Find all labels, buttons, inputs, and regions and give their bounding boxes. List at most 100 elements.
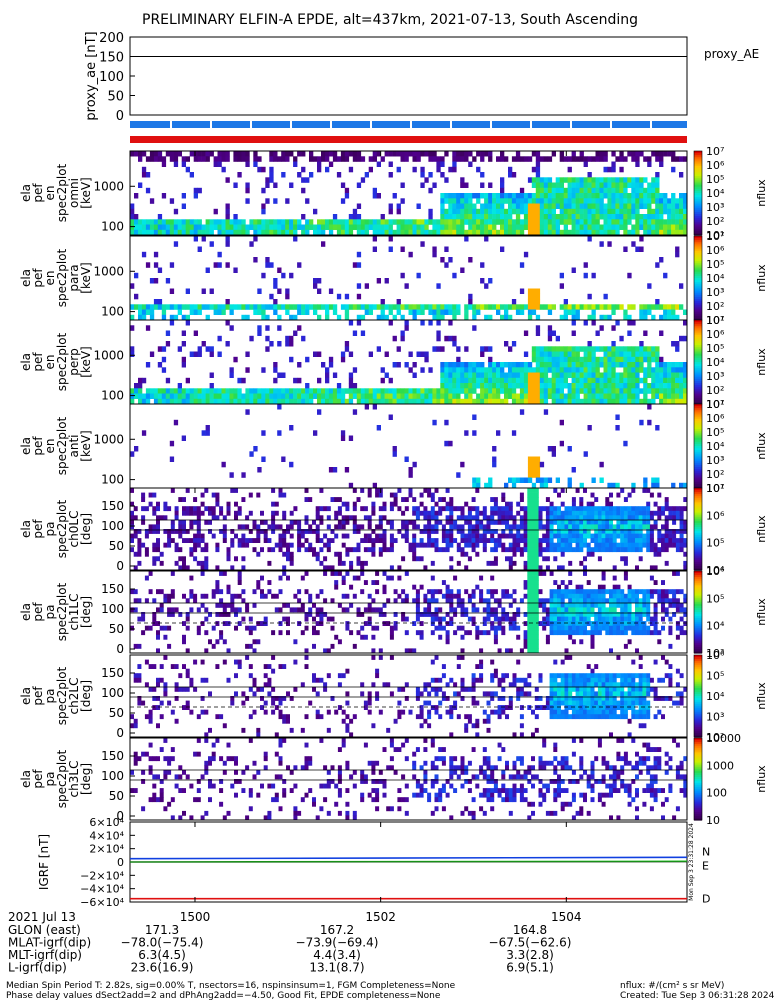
spectrogram-colorbar-segment [694,197,702,200]
pitch-angle-pixel [337,560,342,566]
pitch-angle-pixel [512,589,517,595]
spectrogram-colorbar-segment [694,372,702,376]
pitch-angle-pixel [493,547,498,553]
pitch-angle-pixel [367,519,372,525]
spectrogram-pixel [559,193,564,199]
spectrogram-pixel [432,309,437,315]
spectrogram-pixel [603,388,608,394]
spectrogram-pixel [273,304,278,310]
pitch-angle-pixel [363,547,368,553]
spectrogram-pixel [543,214,549,220]
pitch-angle-pixel [553,607,558,613]
spectrogram-pixel [404,151,409,157]
spectrogram-pixel [647,187,652,194]
spectrogram-pixel [655,299,660,305]
spectrogram-pixel [523,156,529,162]
spectrogram-pixel [535,151,541,157]
spectrogram-pixel [647,367,652,373]
pitch-angle-pixel [531,575,535,581]
spectrogram-pixel [623,351,628,357]
spectrogram-pixel [515,309,521,315]
pitch-angle-pixel [497,519,502,525]
spectrogram-pixel [309,151,314,157]
pitch-angle-pixel [531,533,535,539]
pitch-angle-pixel [549,510,554,516]
spectrogram-pixel [559,304,564,310]
spectrogram-pixel [372,229,377,236]
spectrogram-pixel [285,309,290,315]
pitch-angle-pixel [553,529,558,534]
pitch-angle-pixel [527,621,532,626]
spectrogram-pixel [217,351,222,357]
pitch-angle-pixel [248,510,253,516]
pitch-angle-pixel [167,625,172,631]
pitch-angle-pixel [282,602,287,608]
spectrogram-pixel [356,203,362,209]
pitch-angle-pixel [512,625,517,631]
pitch-angle-pixel [152,529,157,534]
pitch-angle-pixel [193,598,198,604]
pitch-angle-pixel [493,529,498,534]
pitch-angle-pixel [189,524,194,530]
pitch-angle-pixel [623,556,628,562]
pitch-angle-pixel [679,533,684,539]
spectrogram-pixel [372,193,377,199]
spectrogram-pixel [631,193,636,199]
pitch-angle-colorbar-segment [694,488,702,491]
spectrogram-pixel [448,320,453,326]
spectrogram-pixel [611,304,616,310]
spectrogram-pixel [273,377,278,384]
pitch-angle-pixel [612,533,617,539]
pitch-angle-pixel [360,524,365,530]
spectrogram-colorbar-segment [694,456,702,460]
pitch-angle-pixel [531,510,535,516]
spectrogram-colorbar-segment [694,452,702,455]
spectrogram-pixel [392,398,397,405]
spectrogram-colorbar-segment [694,320,702,323]
spectrogram-pixel [571,203,576,209]
spectrogram-pixel [480,219,485,225]
pitch-angle-pixel [453,524,458,530]
pitch-angle-pixel [337,602,342,608]
pitch-angle-pixel [363,538,368,543]
spectrogram-pixel [627,203,632,209]
pitch-angle-pixel [534,547,539,553]
pitch-angle-pixel [222,571,227,576]
spectrogram-pixel [472,362,477,368]
spectrogram-pixel [149,224,155,230]
spectrogram-pixel [464,309,469,315]
pitch-angle-pixel [475,551,480,557]
spectrogram-colorbar-segment [694,412,702,416]
pitch-angle-pixel [605,630,610,636]
spectrogram-pixel [531,356,537,363]
pitch-angle-pixel [330,598,335,604]
spectrogram-pixel [643,372,648,378]
spectrogram-pixel [619,214,624,220]
pitch-angle-pixel [590,492,595,498]
spectrogram-pixel [440,398,445,405]
spectrogram-pixel [336,314,342,321]
spectrogram-pixel [416,351,421,357]
pitch-angle-pixel [564,584,569,590]
pitch-angle-pixel [545,506,550,512]
spectrogram-pixel [647,346,652,352]
spectrogram-pixel [336,388,342,394]
spectrogram-colorbar-tick: 10² [706,215,724,228]
pitch-angle-pixel [620,542,625,548]
spectrogram-pixel [416,304,421,310]
pitch-angle-pixel [382,612,387,617]
spectrogram-pixel [523,203,529,209]
spectrogram-pixel [567,304,572,310]
spectrogram-pixel [285,398,290,405]
spectrogram-pixel [651,383,656,389]
spectrogram-pixel [675,203,680,209]
spectrogram-pixel [639,187,644,194]
pitch-angle-pixel [642,538,647,543]
spectrogram-pixel [599,193,604,199]
pitch-angle-pixel [219,634,224,640]
spectrogram-pixel [619,224,624,230]
spectrogram-pixel [611,398,616,405]
pitch-angle-pixel [349,547,354,553]
pitch-angle-pixel [252,625,257,631]
spectrogram-pixel [484,283,489,289]
